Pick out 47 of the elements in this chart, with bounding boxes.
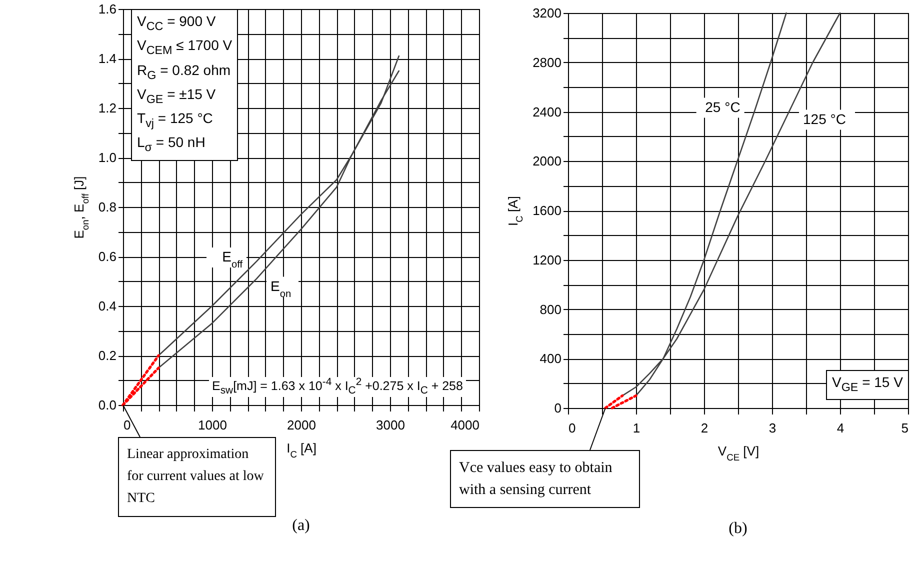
x-axis-title: I$_{C}$ [A] — [286, 440, 316, 460]
y-tick-label: 0.8 — [98, 200, 116, 214]
x-tick-label: 3 — [768, 420, 776, 436]
y-tick-label: 0.2 — [98, 348, 116, 363]
x-tick-label: 1 — [632, 420, 640, 436]
annotation: V$_{GE}$ = 15 V — [832, 373, 903, 396]
y-tick-label: 0.0 — [98, 398, 116, 412]
text: (a) — [292, 517, 310, 534]
x-axis-title: V$_{CE}$ [V] — [718, 444, 760, 462]
annotation: L$_{σ}$ = 50 nH — [137, 133, 206, 156]
x-tick-label: 4 — [836, 420, 844, 436]
x-tick-label: 2 — [700, 420, 708, 436]
y-tick-label: 0 — [554, 400, 562, 416]
y-tick-label: 2400 — [532, 104, 562, 120]
y-tick-label: 1.2 — [98, 100, 116, 116]
x-tick-label: 5 — [901, 420, 908, 436]
x-tick-label: 0 — [124, 418, 131, 432]
annotation: T$_{vj}$ = 125 °C — [137, 109, 214, 132]
y-tick-label: 3200 — [532, 6, 562, 20]
annotation: V$_{GE}$ = ±15 V — [137, 84, 217, 108]
series-label: 25 °C — [705, 98, 740, 115]
x-tick-label: 3000 — [376, 418, 405, 432]
y-tick-label: 2800 — [532, 54, 562, 70]
annotation: V$_{CC}$ = 900 V — [137, 12, 217, 35]
series-label: E$_{on}$ — [270, 278, 292, 300]
x-tick-label: 2000 — [287, 418, 316, 432]
y-tick-label: 400 — [540, 351, 562, 366]
annotation: R$_{G}$ = 0.82 ohm — [137, 60, 232, 84]
y-tick-label: 0.4 — [98, 298, 116, 314]
y-tick-label: 1.4 — [98, 51, 116, 66]
y-tick-label: 1200 — [532, 252, 562, 268]
annotation: V$_{CEM}$ ≤ 1700 V — [137, 36, 232, 60]
annotation: Linear approximation for current values at low NTC — [118, 437, 276, 517]
text: (b) — [728, 520, 748, 537]
series-label: E$_{off}$ — [222, 248, 243, 270]
y-tick-label: 1.0 — [98, 150, 116, 165]
y-tick-label: 1.6 — [98, 2, 116, 16]
y-tick-label: 2000 — [532, 154, 562, 169]
series-label: 125 °C — [803, 110, 846, 127]
y-tick-label: 800 — [540, 302, 562, 317]
y-tick-label: 1600 — [532, 203, 562, 218]
text: E$_{sw}$[mJ] = 1.63 x 10$^{-4}$ x I$_{C}$$^{2}$ +0.275 x I$_{C}$ + 258 — [212, 377, 463, 397]
x-tick-label: 1000 — [198, 418, 227, 432]
y-tick-label: 0.6 — [98, 249, 116, 264]
x-tick-label: 4000 — [450, 418, 480, 432]
annotation: Vce values easy to obtain with a sensing current — [450, 450, 640, 508]
x-tick-label: 0 — [568, 420, 576, 436]
